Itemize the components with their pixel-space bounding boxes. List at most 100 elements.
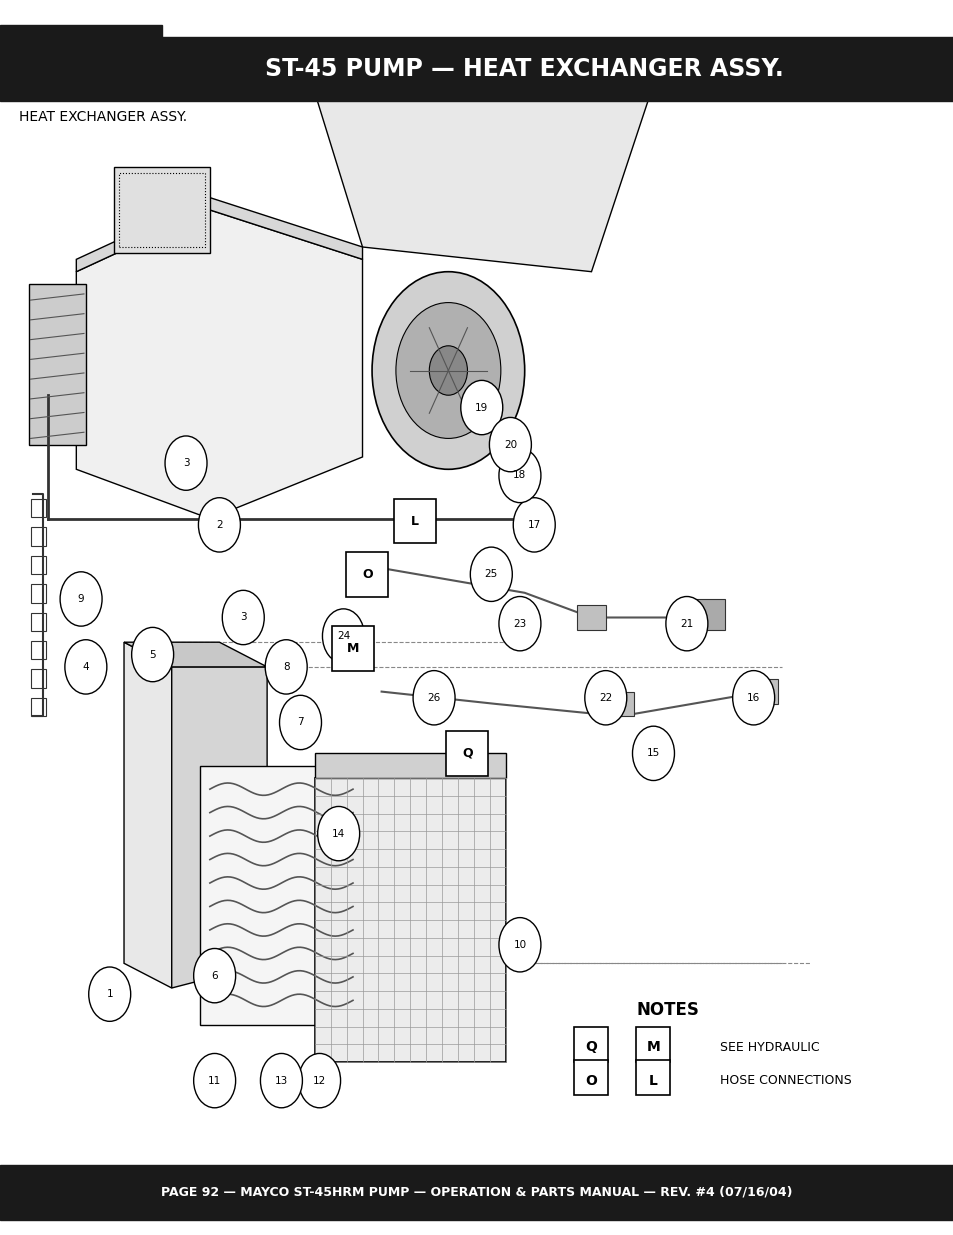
Circle shape xyxy=(322,609,364,663)
Bar xyxy=(574,1026,607,1062)
Text: PAGE 92 — MAYCO ST-45HRM PUMP — OPERATION & PARTS MANUAL — REV. #4 (07/16/04): PAGE 92 — MAYCO ST-45HRM PUMP — OPERATIO… xyxy=(161,1186,792,1199)
Circle shape xyxy=(498,448,540,503)
Circle shape xyxy=(732,671,774,725)
Text: 12: 12 xyxy=(313,1076,326,1086)
Text: 22: 22 xyxy=(598,693,612,703)
Bar xyxy=(30,527,46,546)
Bar xyxy=(0,25,162,56)
Circle shape xyxy=(193,948,235,1003)
Bar xyxy=(114,167,210,253)
Text: 11: 11 xyxy=(208,1076,221,1086)
Bar xyxy=(577,605,605,630)
Circle shape xyxy=(193,1053,235,1108)
Text: M: M xyxy=(347,642,358,655)
Text: 9: 9 xyxy=(78,594,84,604)
Text: 24: 24 xyxy=(336,631,350,641)
Polygon shape xyxy=(124,642,267,667)
Polygon shape xyxy=(124,642,172,988)
Text: 13: 13 xyxy=(274,1076,288,1086)
Circle shape xyxy=(460,380,502,435)
Text: 3: 3 xyxy=(240,613,246,622)
Polygon shape xyxy=(314,753,505,778)
Bar xyxy=(686,599,724,630)
Circle shape xyxy=(632,726,674,781)
Text: 23: 23 xyxy=(513,619,526,629)
Text: O: O xyxy=(585,1073,597,1088)
Text: Q: Q xyxy=(461,747,473,760)
Text: M: M xyxy=(646,1040,659,1055)
Circle shape xyxy=(372,272,524,469)
Bar xyxy=(30,698,46,716)
Text: 14: 14 xyxy=(332,829,345,839)
Circle shape xyxy=(395,303,500,438)
Text: L: L xyxy=(411,515,418,527)
Bar xyxy=(605,692,634,716)
Bar xyxy=(0,1165,953,1220)
Text: SEE HYDRAULIC: SEE HYDRAULIC xyxy=(720,1041,819,1053)
Text: 5: 5 xyxy=(150,650,155,659)
Polygon shape xyxy=(76,210,362,519)
Circle shape xyxy=(165,436,207,490)
Text: 1: 1 xyxy=(107,989,112,999)
Bar xyxy=(30,669,46,688)
Text: HEAT EXCHANGER ASSY.: HEAT EXCHANGER ASSY. xyxy=(19,110,187,125)
Text: Q: Q xyxy=(585,1040,597,1055)
Text: 21: 21 xyxy=(679,619,693,629)
Bar xyxy=(636,1060,669,1095)
Text: 15: 15 xyxy=(646,748,659,758)
Bar xyxy=(332,626,374,671)
Text: 26: 26 xyxy=(427,693,440,703)
Bar xyxy=(29,284,86,445)
Text: 16: 16 xyxy=(746,693,760,703)
Text: NOTES: NOTES xyxy=(636,1002,699,1019)
Circle shape xyxy=(584,671,626,725)
Text: HOSE CONNECTIONS: HOSE CONNECTIONS xyxy=(720,1074,851,1087)
Circle shape xyxy=(222,590,264,645)
Circle shape xyxy=(498,918,540,972)
Text: 3: 3 xyxy=(183,458,189,468)
Circle shape xyxy=(132,627,173,682)
Bar xyxy=(30,613,46,631)
Bar xyxy=(119,173,205,247)
Bar xyxy=(574,1060,607,1095)
Circle shape xyxy=(279,695,321,750)
Text: L: L xyxy=(648,1073,658,1088)
Circle shape xyxy=(413,671,455,725)
Circle shape xyxy=(498,597,540,651)
Polygon shape xyxy=(305,62,648,272)
Bar xyxy=(30,499,46,517)
Bar xyxy=(346,552,388,597)
Bar xyxy=(446,731,488,776)
Circle shape xyxy=(198,498,240,552)
Text: ST-45 PUMP — HEAT EXCHANGER ASSY.: ST-45 PUMP — HEAT EXCHANGER ASSY. xyxy=(265,57,783,82)
Bar xyxy=(672,605,700,630)
Text: 8: 8 xyxy=(283,662,289,672)
Polygon shape xyxy=(172,667,267,988)
Bar xyxy=(394,499,436,543)
Circle shape xyxy=(429,346,467,395)
Circle shape xyxy=(470,547,512,601)
Text: 10: 10 xyxy=(513,940,526,950)
Text: O: O xyxy=(361,568,373,580)
Bar xyxy=(636,1026,669,1062)
Circle shape xyxy=(513,498,555,552)
Bar xyxy=(0,37,953,101)
Text: 6: 6 xyxy=(212,971,217,981)
Circle shape xyxy=(60,572,102,626)
Text: 25: 25 xyxy=(484,569,497,579)
Text: 17: 17 xyxy=(527,520,540,530)
Circle shape xyxy=(317,806,359,861)
Text: 7: 7 xyxy=(297,718,303,727)
Polygon shape xyxy=(76,198,362,272)
Bar xyxy=(314,778,505,1062)
Text: 19: 19 xyxy=(475,403,488,412)
Text: 18: 18 xyxy=(513,471,526,480)
Bar xyxy=(30,556,46,574)
Circle shape xyxy=(65,640,107,694)
Circle shape xyxy=(265,640,307,694)
Bar xyxy=(30,641,46,659)
Text: 20: 20 xyxy=(503,440,517,450)
Text: 4: 4 xyxy=(83,662,89,672)
Bar xyxy=(200,766,362,1025)
Circle shape xyxy=(489,417,531,472)
